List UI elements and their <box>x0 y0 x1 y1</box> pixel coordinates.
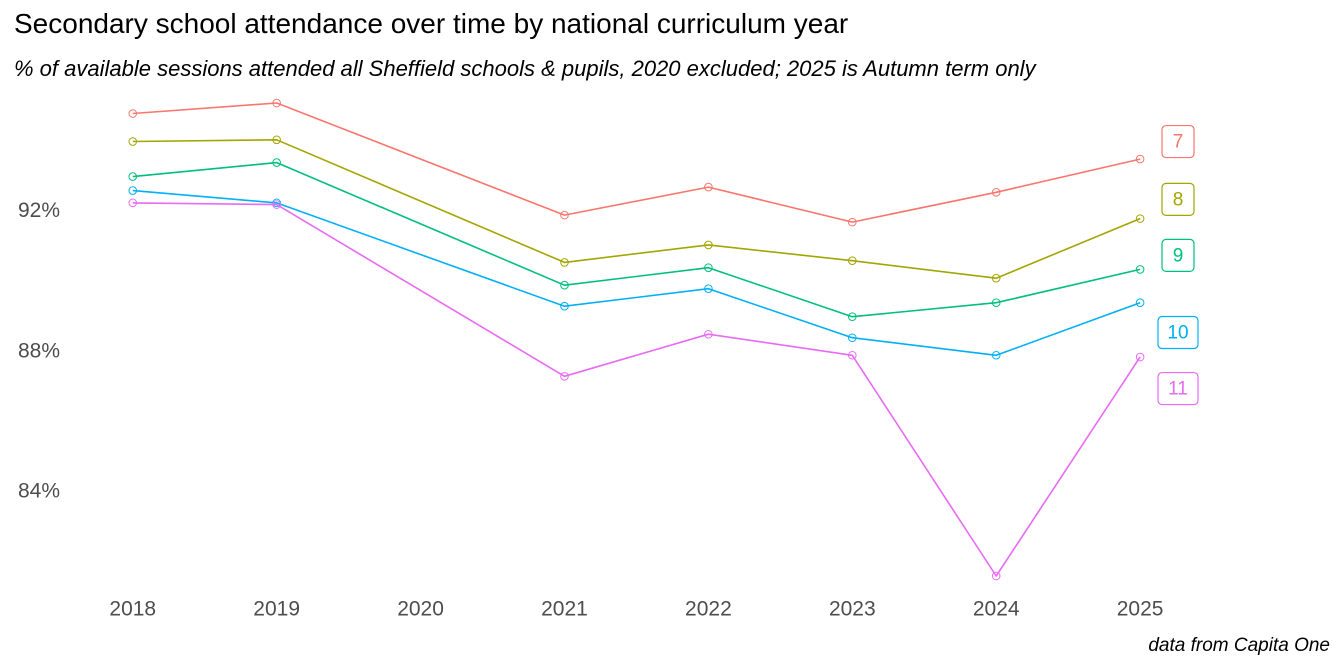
data-point <box>1135 154 1145 164</box>
x-tick-label: 2018 <box>109 598 156 621</box>
end-labels: 7 8 9 10 11 <box>1157 124 1199 406</box>
end-label-7: 7 <box>1161 124 1195 159</box>
end-label-box <box>1157 371 1199 406</box>
data-point <box>704 182 713 192</box>
chart-title: Secondary school attendance over time by… <box>14 8 849 39</box>
data-point <box>272 158 281 167</box>
data-point <box>847 333 857 343</box>
y-tick-label: 92% <box>18 199 60 222</box>
data-point <box>704 329 713 339</box>
data-point <box>128 109 138 118</box>
data-point <box>991 188 1001 197</box>
end-label-box <box>1161 182 1195 216</box>
end-label-11: 11 <box>1157 371 1199 406</box>
end-label-text: 10 <box>1167 323 1188 344</box>
data-point <box>560 210 569 220</box>
series-line <box>132 161 1141 318</box>
data-point <box>560 258 569 267</box>
data-point <box>991 273 1001 283</box>
end-label-text: 9 <box>1173 245 1184 266</box>
data-point <box>704 284 713 293</box>
y-tick-label: 88% <box>18 339 60 362</box>
y-axis: 84% 88% 92% <box>18 199 60 502</box>
data-point <box>1135 352 1145 362</box>
x-axis: 2018 2019 2020 2021 2022 2023 2024 2025 <box>109 598 1163 621</box>
data-point <box>1135 214 1145 223</box>
series-layer <box>128 98 1145 581</box>
data-point <box>128 186 138 195</box>
data-point <box>1135 265 1145 274</box>
x-tick-label: 2023 <box>829 598 876 621</box>
data-point <box>1135 298 1145 308</box>
data-point <box>272 98 281 108</box>
series-line <box>132 139 1141 280</box>
data-point <box>991 571 1001 581</box>
data-point <box>272 200 281 209</box>
data-point <box>560 371 569 381</box>
data-point <box>272 135 281 145</box>
data-point <box>847 350 857 360</box>
x-tick-label: 2025 <box>1117 598 1164 621</box>
data-point <box>847 217 857 227</box>
data-point <box>128 137 138 146</box>
data-point <box>560 301 569 311</box>
end-label-text: 8 <box>1173 189 1184 210</box>
chart-subtitle: % of available sessions attended all She… <box>14 56 1036 81</box>
series-7 <box>128 98 1145 227</box>
chart-caption: data from Capita One <box>1148 635 1330 656</box>
y-tick-label: 84% <box>18 479 60 502</box>
series-line <box>132 202 1141 577</box>
x-tick-label: 2024 <box>973 598 1020 621</box>
series-10 <box>128 186 1145 360</box>
end-label-text: 7 <box>1173 132 1184 153</box>
end-label-9: 9 <box>1161 238 1195 273</box>
data-point <box>128 198 138 208</box>
end-label-text: 11 <box>1168 379 1188 400</box>
end-label-8: 8 <box>1161 182 1195 216</box>
end-label-10: 10 <box>1157 315 1199 350</box>
data-point <box>128 172 138 181</box>
data-point <box>560 280 569 290</box>
series-line <box>132 102 1141 223</box>
series-9 <box>128 158 1145 322</box>
end-label-box <box>1161 238 1195 273</box>
x-tick-label: 2022 <box>685 598 732 621</box>
data-point <box>991 350 1001 360</box>
series-line <box>132 189 1141 357</box>
series-11 <box>128 198 1145 581</box>
end-label-box <box>1157 315 1199 350</box>
data-point <box>991 298 1001 308</box>
data-point <box>847 256 857 265</box>
data-point <box>704 263 713 272</box>
x-tick-label: 2019 <box>253 598 300 621</box>
end-label-box <box>1161 124 1195 159</box>
data-point <box>704 240 713 250</box>
data-point <box>847 312 857 322</box>
x-tick-label: 2021 <box>541 598 588 621</box>
series-8 <box>128 135 1145 283</box>
x-tick-label: 2020 <box>397 598 444 621</box>
